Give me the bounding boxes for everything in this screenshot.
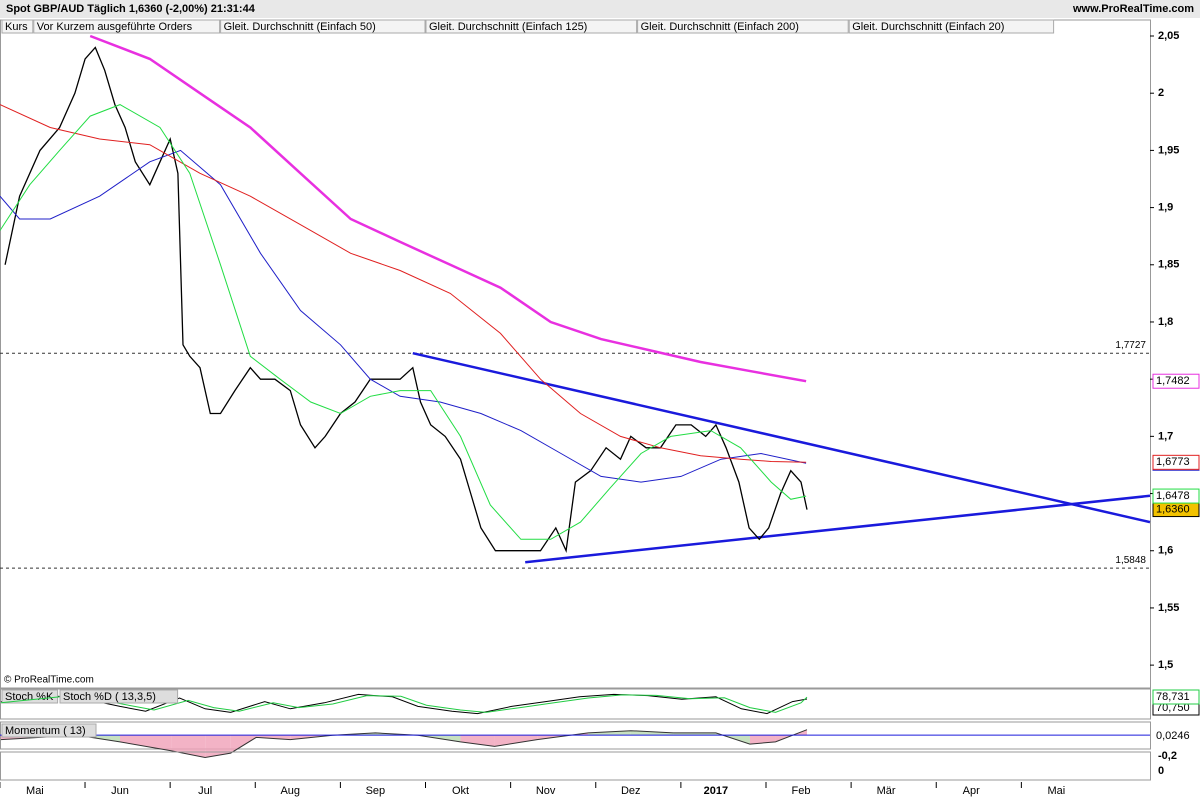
x-tick-label: Dez: [621, 785, 641, 797]
y-tick-label: 1,7: [1158, 430, 1173, 442]
lower-label: -0,2: [1158, 750, 1177, 762]
series-line: [4, 46, 808, 554]
x-tick-label: Sep: [366, 785, 386, 797]
x-tick-label: Feb: [792, 785, 811, 797]
y-tick-label: 1,8: [1158, 316, 1173, 328]
x-tick-label: Aug: [280, 785, 300, 797]
last-value-box: [1152, 373, 1200, 389]
legend-label: Gleit. Durchschnitt (Einfach 20): [852, 21, 1004, 33]
y-tick-label: 1,85: [1158, 259, 1179, 271]
momentum-area: [120, 735, 172, 751]
legend-box: [637, 19, 849, 34]
stoch-legend-box: [59, 689, 179, 704]
y-tick-label: 1,9: [1158, 201, 1173, 213]
copyright: © ProRealTime.com: [4, 675, 94, 686]
momentum-area: [230, 735, 257, 754]
x-tick-label: Nov: [536, 785, 556, 797]
trendline: [525, 494, 1151, 564]
series-line: [0, 104, 807, 540]
momentum-area: [630, 730, 674, 736]
momentum-area: [460, 735, 495, 747]
y-tick-label: 1,95: [1158, 144, 1179, 156]
legend-box: [220, 19, 426, 34]
y-tick-label: 1,5: [1158, 659, 1173, 671]
y-tick-label: 1,55: [1158, 602, 1179, 614]
stoch-legend: Stoch %D ( 13,3,5): [63, 691, 156, 703]
lower-label: 0: [1158, 765, 1164, 777]
stoch-last-label: 78,731: [1156, 691, 1190, 703]
momentum-legend-box: [1, 723, 97, 738]
series-line: [0, 149, 807, 483]
last-value-label: 1,6773: [1156, 456, 1190, 468]
source: www.ProRealTime.com: [1072, 3, 1194, 15]
chart-title: Spot GBP/AUD Täglich 1,6360 (-2,00%) 21:…: [6, 3, 256, 15]
legend-label: Gleit. Durchschnitt (Einfach 50): [224, 21, 376, 33]
x-tick-label: Apr: [963, 785, 980, 797]
series-line: [89, 34, 807, 383]
series-line: [0, 104, 807, 463]
header-bar: [0, 0, 1200, 18]
last-value-box: [1152, 454, 1200, 470]
momentum-area: [749, 735, 776, 745]
legend-label: Gleit. Durchschnitt (Einfach 200): [641, 21, 799, 33]
y-tick-label: 2,05: [1158, 30, 1179, 42]
stoch-line: [0, 694, 808, 713]
legend-box: [848, 19, 1055, 34]
momentum-area: [673, 732, 716, 736]
x-tick-label: Mai: [1047, 785, 1065, 797]
level-label: 1,7727: [1115, 340, 1146, 351]
stoch-line: [0, 693, 808, 715]
legend-label: Kurs: [5, 21, 28, 33]
x-tick-label: 2017: [704, 785, 728, 797]
x-tick-label: Okt: [452, 785, 469, 797]
momentum-area: [775, 729, 807, 742]
momentum-last-label: 0,0246: [1156, 730, 1190, 742]
last-value-label: 1,7482: [1156, 375, 1190, 387]
level-label: 1,5848: [1115, 555, 1146, 566]
momentum-area: [494, 735, 538, 747]
momentum-area: [256, 735, 291, 740]
y-tick-label: 2: [1158, 87, 1164, 99]
x-tick-label: Mai: [26, 785, 44, 797]
x-tick-label: Jun: [111, 785, 129, 797]
trendline: [412, 351, 1151, 524]
legend-label: Vor Kurzem ausgeführte Orders: [37, 21, 193, 33]
legend-box: [425, 19, 638, 34]
legend-box: [1, 19, 34, 34]
momentum-area: [588, 730, 631, 736]
momentum-legend: Momentum ( 13): [5, 725, 86, 737]
y-tick-label: 1,6: [1158, 545, 1173, 557]
legend-label: Gleit. Durchschnitt (Einfach 125): [429, 21, 587, 33]
last-value-box: [1152, 488, 1200, 504]
stoch-last-box: [1152, 689, 1200, 705]
last-value-label: 1,6478: [1156, 490, 1190, 502]
last-value-label: 1,6360: [1156, 503, 1190, 515]
stoch-last-label: 70,750: [1156, 702, 1190, 714]
stoch-legend-box: [1, 689, 59, 704]
legend-box: [33, 19, 221, 34]
x-tick-label: Jul: [198, 785, 212, 797]
stoch-legend: Stoch %K: [5, 691, 54, 703]
x-tick-label: Mär: [877, 785, 896, 797]
stoch-frame: [0, 688, 1151, 720]
lower-frame: [0, 751, 1151, 781]
